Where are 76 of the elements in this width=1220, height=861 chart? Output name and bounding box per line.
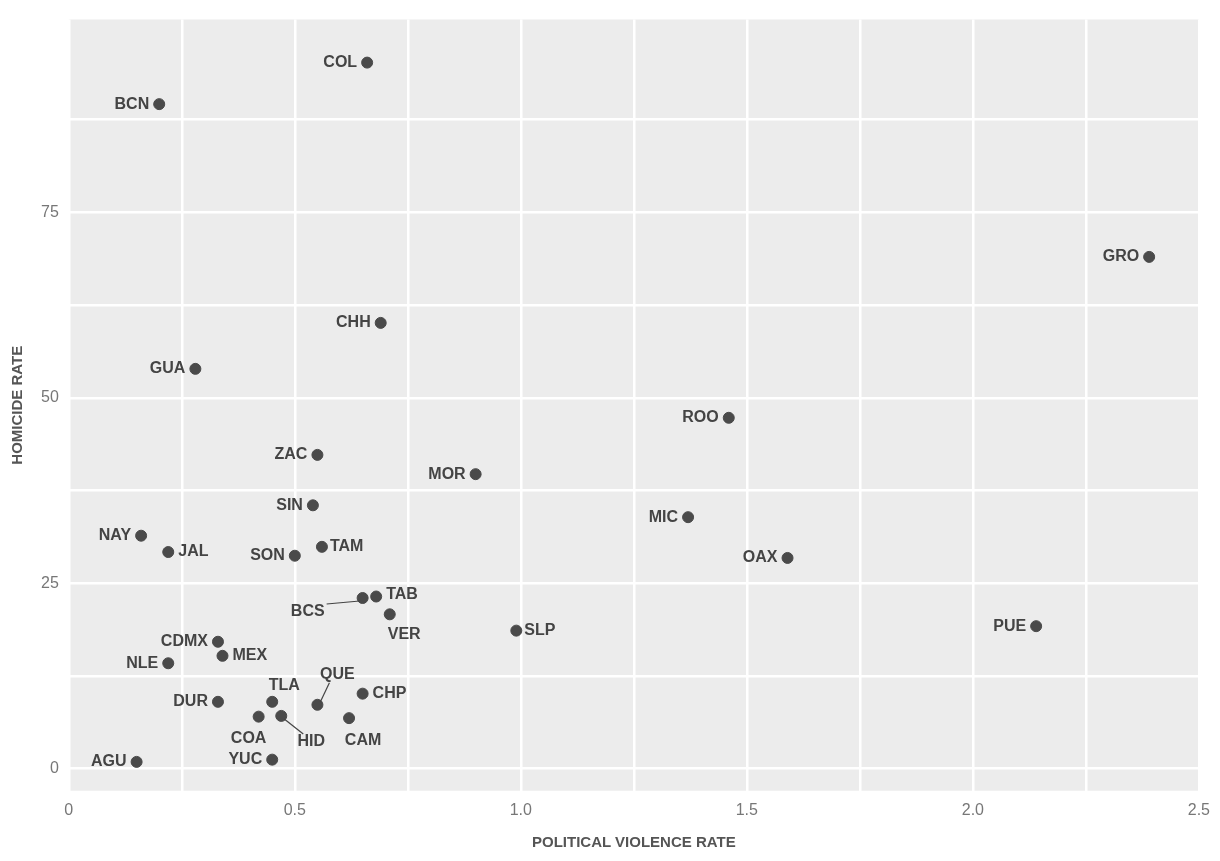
- annotation: NAY: [98, 526, 132, 544]
- point: [343, 712, 356, 725]
- point: [306, 499, 319, 512]
- annotation: VER: [387, 624, 422, 642]
- y-axis-title: HOMICIDE RATE: [8, 345, 26, 465]
- point: [211, 635, 224, 648]
- point: [383, 608, 396, 621]
- annotation: PUE: [993, 616, 1027, 634]
- annotation: HID: [297, 732, 326, 750]
- annotation: SON: [250, 546, 285, 564]
- point: [275, 709, 288, 722]
- x-tick-label: 0: [64, 800, 74, 818]
- annotation: YUC: [228, 750, 263, 768]
- annotation: NLE: [126, 653, 159, 671]
- point: [211, 695, 224, 708]
- annotation: MOR: [428, 464, 467, 482]
- point: [361, 56, 374, 69]
- y-tick-label: 0: [49, 758, 59, 776]
- point: [374, 316, 387, 329]
- point: [311, 448, 324, 461]
- point: [162, 657, 175, 670]
- annotation: TAM: [329, 537, 364, 555]
- annotation: BCS: [290, 602, 325, 620]
- annotation: JAL: [178, 542, 209, 560]
- point: [356, 687, 369, 700]
- annotation: TAB: [386, 584, 418, 602]
- point: [781, 551, 794, 564]
- point: [469, 468, 482, 481]
- annotation: OAX: [742, 548, 778, 566]
- annotation: CHP: [372, 684, 407, 702]
- x-tick-label: 0.5: [283, 800, 307, 818]
- y-tick-label: 25: [41, 573, 59, 591]
- point: [130, 755, 143, 768]
- annotation: GRO: [1102, 247, 1140, 265]
- y-tick-label: 75: [41, 202, 59, 220]
- point: [370, 590, 383, 603]
- annotation: CDMX: [160, 632, 209, 650]
- point: [216, 649, 229, 662]
- point: [266, 695, 279, 708]
- x-tick-label: 2.5: [1187, 800, 1211, 818]
- annotation: TLA: [268, 676, 301, 694]
- annotation: ZAC: [274, 445, 308, 463]
- point: [252, 710, 265, 723]
- point: [1143, 250, 1156, 263]
- point: [1030, 620, 1043, 633]
- x-tick-label: 2.0: [961, 800, 985, 818]
- annotation: MIC: [648, 507, 679, 525]
- point: [162, 546, 175, 559]
- point: [510, 624, 523, 637]
- annotation: COA: [230, 729, 267, 747]
- point: [288, 549, 301, 562]
- annotation: SLP: [524, 621, 556, 639]
- annotation: DUR: [173, 692, 209, 710]
- annotation: BCN: [114, 94, 150, 112]
- annotation: CAM: [344, 730, 382, 748]
- point: [266, 753, 279, 766]
- y-tick-label: 50: [41, 388, 59, 406]
- annotation: QUE: [320, 665, 356, 683]
- annotation: SIN: [276, 495, 303, 513]
- point: [315, 540, 328, 553]
- annotation: CHH: [336, 313, 371, 331]
- point: [153, 98, 166, 111]
- point: [356, 592, 369, 604]
- x-axis-title: POLITICAL VIOLENCE RATE: [532, 833, 736, 851]
- annotation: ROO: [682, 408, 719, 426]
- annotation: AGU: [91, 752, 127, 770]
- point: [722, 411, 735, 424]
- x-tick-label: 1.0: [509, 800, 533, 818]
- point: [135, 529, 148, 542]
- annotation: MEX: [232, 646, 268, 664]
- point: [189, 362, 202, 375]
- x-tick-label: 1.5: [735, 800, 759, 818]
- annotation: GUA: [149, 359, 186, 377]
- annotation: COL: [323, 53, 358, 71]
- point: [311, 698, 324, 711]
- point: [682, 511, 695, 524]
